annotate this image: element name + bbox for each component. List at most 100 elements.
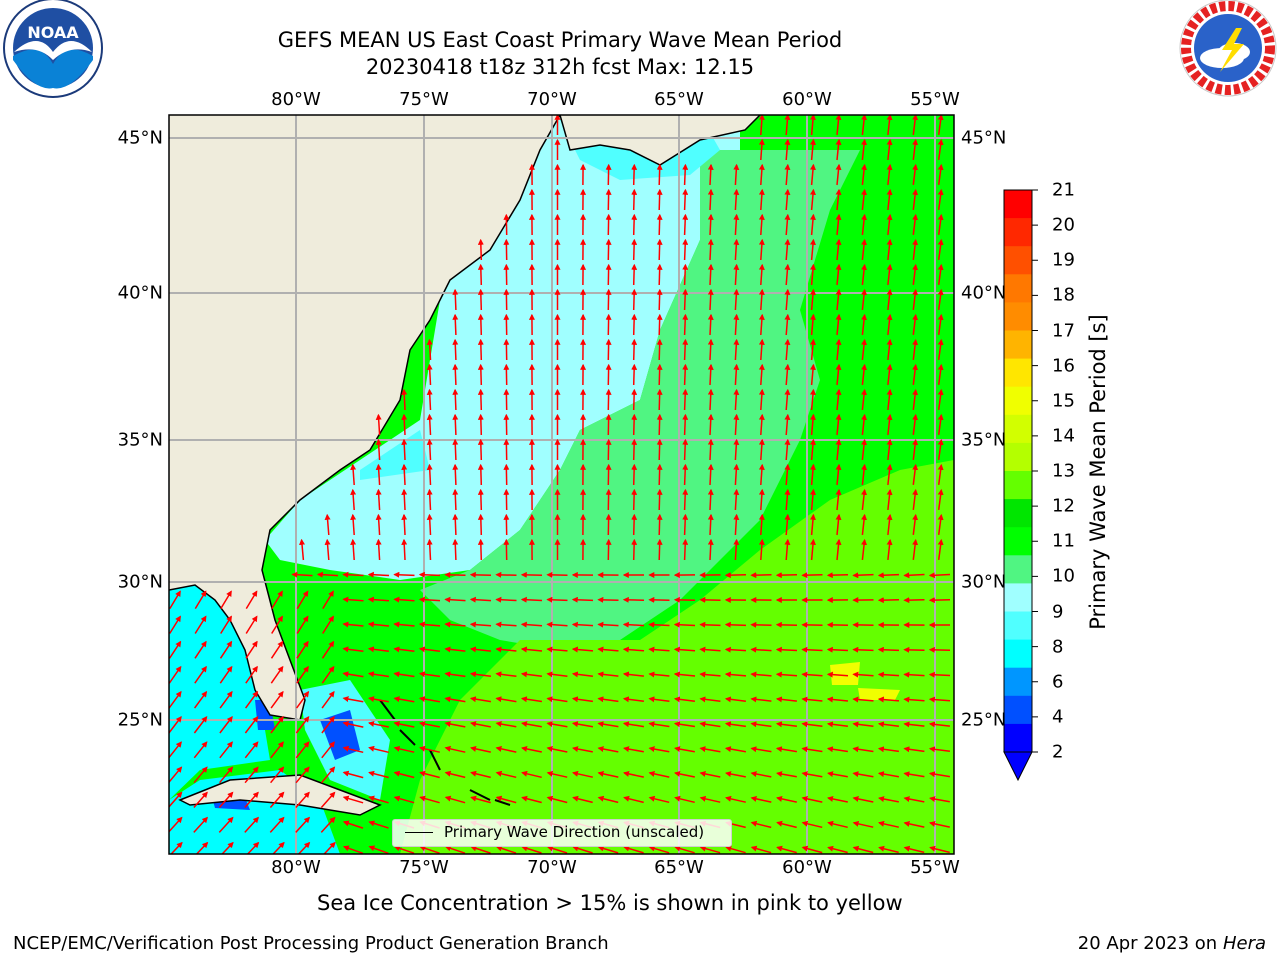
wave-arrow: [852, 696, 874, 703]
wave-arrow: [367, 596, 390, 603]
wave-arrow: [758, 213, 765, 236]
wave-arrow: [928, 721, 950, 728]
wave-arrow: [469, 596, 492, 603]
wave-arrow: [597, 770, 619, 778]
wave-arrow: [321, 665, 335, 684]
wave-arrow: [852, 820, 874, 828]
wave-arrow: [350, 513, 357, 536]
wave-arrow: [937, 463, 944, 485]
wave-arrow: [861, 363, 868, 385]
colorbar-segment: [1004, 555, 1032, 584]
wave-arrow: [401, 488, 408, 511]
wave-arrow: [886, 388, 893, 410]
wave-arrow: [546, 746, 568, 753]
wave-arrow: [912, 115, 919, 135]
wave-arrow: [673, 621, 696, 628]
wave-arrow: [801, 721, 823, 728]
wave-arrow: [682, 463, 689, 486]
wave-arrow: [656, 438, 663, 461]
wave-arrow: [452, 463, 459, 486]
wave-arrow: [270, 690, 284, 709]
wave-arrow: [809, 463, 816, 486]
wave-arrow: [886, 213, 893, 235]
wave-arrow: [852, 646, 874, 653]
wave-arrow: [571, 721, 594, 728]
lon-tick-top-80: 80°W: [271, 89, 321, 110]
wave-arrow: [775, 746, 798, 753]
wave-arrow: [861, 213, 868, 235]
wave-arrow: [886, 313, 893, 335]
wave-arrow: [246, 841, 260, 854]
wave-arrow: [886, 438, 893, 460]
wave-arrow: [809, 213, 816, 236]
wave-arrow: [937, 288, 944, 310]
wave-arrow: [776, 771, 797, 778]
legend-line-swatch: [405, 832, 433, 833]
wave-arrow: [401, 438, 408, 461]
wave-arrow: [631, 213, 638, 236]
wave-arrow: [826, 671, 849, 678]
wave-arrow: [269, 816, 285, 833]
wave-arrow: [393, 745, 415, 753]
wave-arrow: [270, 766, 285, 784]
wave-arrow: [631, 488, 638, 511]
wave-arrow: [656, 313, 663, 336]
wave-arrow: [682, 388, 689, 411]
wave-arrow: [673, 671, 696, 678]
wave-arrow: [470, 745, 491, 753]
wave-arrow: [495, 571, 517, 578]
wave-arrow: [219, 716, 233, 734]
wave-arrow: [912, 263, 919, 285]
wave-arrow: [826, 746, 849, 753]
wave-arrow: [912, 538, 919, 560]
wave-arrow: [495, 671, 517, 678]
wave-arrow: [477, 313, 484, 336]
wave-arrow: [631, 438, 638, 461]
colorbar-segment: [1004, 639, 1032, 669]
wave-arrow: [220, 590, 232, 609]
wave-arrow: [937, 538, 944, 560]
wave-arrow: [750, 845, 772, 854]
wave-arrow: [784, 288, 791, 311]
wave-arrow: [295, 816, 311, 833]
wave-arrow: [682, 488, 689, 511]
colorbar-segment: [1004, 471, 1032, 500]
wave-arrow: [452, 488, 459, 511]
wave-arrow: [886, 163, 893, 185]
wave-arrow: [852, 671, 874, 678]
wave-arrow: [878, 796, 899, 803]
colorbar-segment: [1004, 667, 1032, 697]
wave-arrow: [776, 845, 797, 854]
colorbar-extend-arrow: [1003, 751, 1033, 782]
wave-arrow: [809, 338, 816, 361]
wave-arrow: [444, 745, 466, 753]
wave-arrow: [367, 646, 389, 653]
wave-arrow: [221, 841, 234, 854]
wave-arrow: [835, 363, 842, 386]
colorbar-tick-label: 2: [1052, 741, 1064, 763]
wave-arrow: [886, 338, 893, 360]
wave-arrow: [776, 820, 797, 829]
wave-arrow: [219, 741, 233, 759]
wave-arrow: [912, 138, 919, 160]
wave-arrow: [835, 413, 842, 436]
wave-arrow: [912, 388, 919, 410]
wave-arrow: [193, 716, 208, 734]
wave-arrow: [886, 138, 893, 160]
wave-direction-arrows: [169, 115, 951, 854]
wave-arrow: [469, 646, 491, 653]
wave-arrow: [674, 845, 695, 854]
wave-arrow: [784, 338, 791, 361]
wave-arrow: [270, 716, 284, 734]
wave-arrow: [827, 796, 848, 803]
wave-arrow: [784, 538, 791, 561]
wave-arrow: [699, 795, 721, 803]
wave-arrow: [682, 538, 689, 561]
colorbar-segment: [1004, 330, 1032, 360]
wave-arrow: [367, 571, 390, 578]
wave-arrow: [418, 696, 441, 703]
wave-arrow: [470, 721, 491, 728]
wave-arrow: [937, 213, 944, 235]
wave-arrow: [622, 671, 644, 678]
wave-arrow: [218, 816, 234, 833]
